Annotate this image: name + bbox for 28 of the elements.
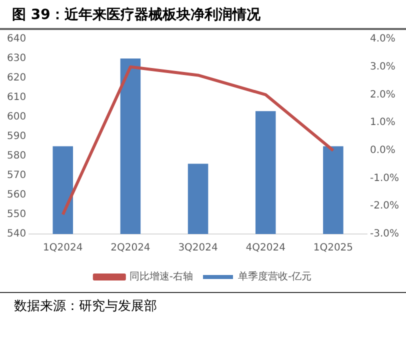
- x-tick-label: 4Q2024: [246, 242, 286, 254]
- y2-tick-label: 1.0%: [370, 117, 396, 128]
- y-tick-label: 590: [6, 131, 26, 142]
- y-tick-label: 580: [6, 150, 26, 162]
- y-tick-label: 630: [6, 53, 26, 64]
- y-tick-label: 550: [6, 209, 26, 220]
- y-tick-label: 620: [6, 72, 26, 84]
- x-tick-label: 3Q2024: [178, 242, 218, 254]
- y-tick-label: 600: [6, 112, 26, 123]
- x-tick-label: 1Q2025: [313, 242, 354, 254]
- y2-tick-label: 3.0%: [370, 61, 396, 72]
- y-tick-label: 560: [6, 190, 26, 201]
- y-tick-label: 610: [6, 92, 26, 104]
- y-tick-label: 640: [6, 34, 26, 45]
- y2-tick-label: 2.0%: [370, 89, 396, 100]
- legend-label: 单季度营收-亿元: [238, 270, 312, 283]
- chart-title: 图 39：近年来医疗器械板块净利润情况: [0, 0, 406, 30]
- y-tick-label: 540: [6, 228, 26, 240]
- legend-label: 同比增速-右轴: [129, 270, 193, 283]
- x-tick-label: 1Q2024: [43, 242, 83, 254]
- x-tick-label: 2Q2024: [110, 242, 150, 254]
- y-tick-label: 570: [6, 170, 26, 182]
- y2-tick-label: -1.0%: [370, 172, 399, 184]
- source-note: 数据来源：研究与发展部: [0, 292, 406, 319]
- y2-tick-label: 0.0%: [370, 145, 396, 156]
- y2-tick-label: -2.0%: [370, 200, 399, 212]
- y2-tick-label: 4.0%: [370, 34, 396, 45]
- y2-tick-label: -3.0%: [370, 228, 399, 240]
